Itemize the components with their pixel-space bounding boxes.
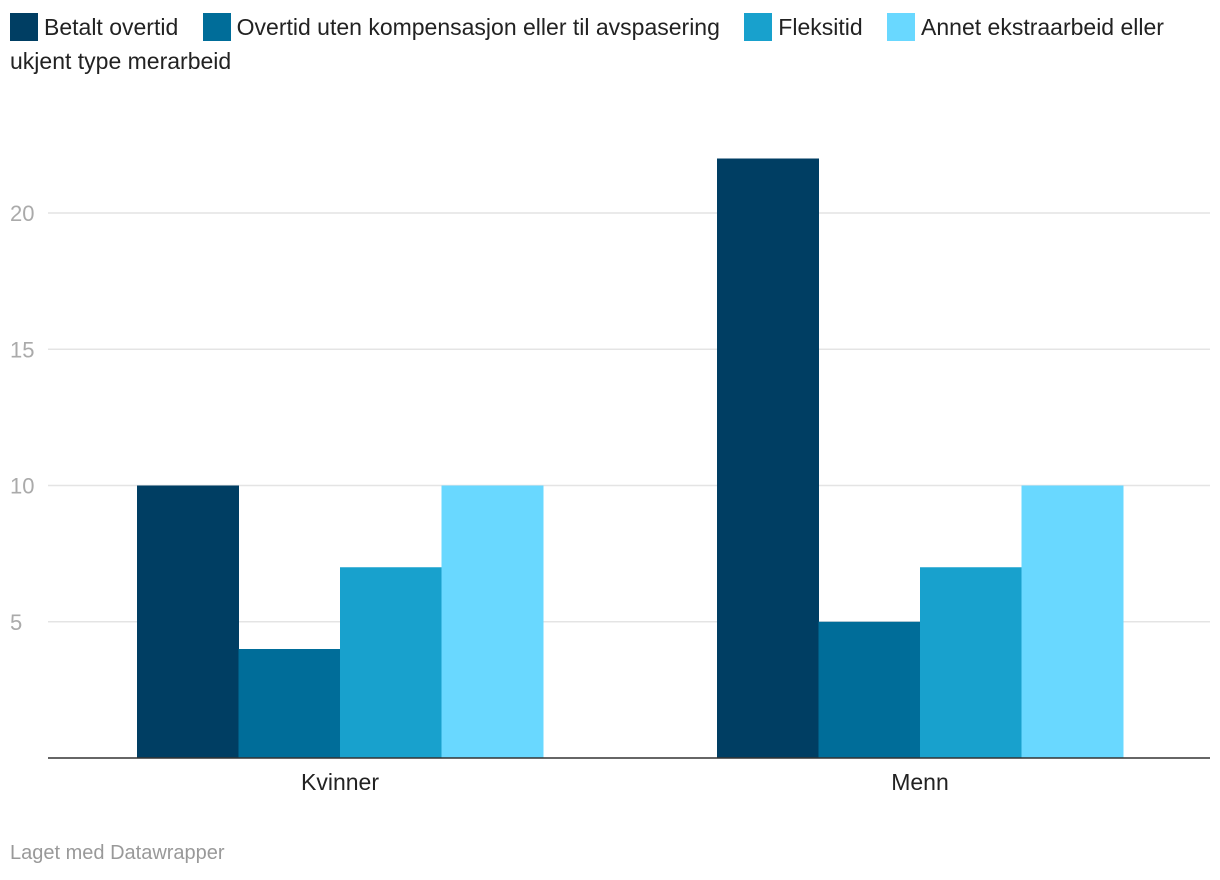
legend-item-overtid-uten-kompensasjon: Overtid uten kompensasjon eller til avsp… bbox=[202, 13, 720, 41]
legend-label: Overtid uten kompensasjon eller til avsp… bbox=[236, 14, 720, 40]
x-category-label: Kvinner bbox=[301, 769, 379, 795]
legend: Betalt overtid Overtid uten kompensasjon… bbox=[10, 10, 1210, 78]
legend-label: Annet ekstraarbeid eller ukjent type mer… bbox=[10, 14, 1164, 74]
legend-item-betalt-overtid: Betalt overtid bbox=[10, 13, 179, 41]
legend-item-annet-ekstraarbeid: Annet ekstraarbeid eller ukjent type mer… bbox=[10, 13, 1164, 74]
legend-swatch bbox=[744, 13, 773, 41]
y-tick-label: 10 bbox=[10, 474, 34, 499]
y-tick-label: 15 bbox=[10, 337, 34, 362]
bar bbox=[717, 158, 819, 758]
y-tick-label: 20 bbox=[10, 201, 34, 226]
bar-chart: 5 10 15 20 Kvinner Menn bbox=[10, 158, 1210, 795]
legend-swatch bbox=[10, 13, 38, 41]
bar bbox=[340, 567, 442, 758]
y-tick-label: 5 bbox=[10, 610, 22, 635]
legend-swatch bbox=[887, 13, 916, 41]
x-category-label: Menn bbox=[891, 769, 949, 795]
bar bbox=[1021, 485, 1124, 758]
bar bbox=[137, 485, 239, 758]
legend-label: Fleksitid bbox=[778, 14, 863, 40]
bar bbox=[238, 649, 341, 758]
legend-swatch bbox=[202, 13, 231, 41]
bar bbox=[441, 485, 544, 758]
bar bbox=[818, 621, 921, 758]
legend-label: Betalt overtid bbox=[44, 14, 179, 40]
bar bbox=[920, 567, 1022, 758]
legend-item-fleksitid: Fleksitid bbox=[744, 13, 863, 41]
credit-text: Laget med Datawrapper bbox=[10, 842, 225, 864]
